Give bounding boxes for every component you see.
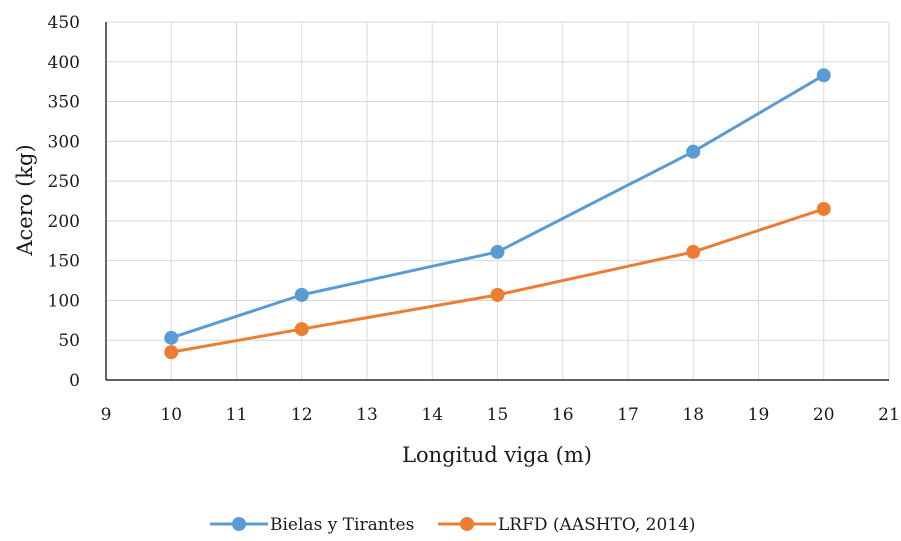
y-axis-title: Acero (kg) bbox=[13, 144, 37, 256]
series-1 bbox=[164, 68, 831, 345]
series-2 bbox=[164, 201, 831, 360]
legend-label-series-1: Bielas y Tirantes bbox=[270, 515, 414, 535]
x-tick-label: 20 bbox=[813, 405, 835, 425]
data-point bbox=[164, 330, 179, 345]
legend-item-series-1: Bielas y Tirantes bbox=[210, 515, 414, 535]
data-point bbox=[490, 287, 505, 302]
x-axis-title: Longitud viga (m) bbox=[402, 443, 592, 467]
data-point bbox=[816, 201, 831, 216]
legend-marker-series-1 bbox=[232, 517, 246, 531]
legend-label-series-2: LRFD (AASHTO, 2014) bbox=[498, 515, 696, 535]
y-tick-label: 100 bbox=[48, 291, 80, 311]
data-point bbox=[686, 144, 701, 159]
x-tick-label: 21 bbox=[878, 405, 900, 425]
data-point bbox=[294, 287, 309, 302]
y-tick-label: 450 bbox=[48, 13, 80, 33]
legend-item-series-2: LRFD (AASHTO, 2014) bbox=[438, 515, 696, 535]
x-tick-label: 10 bbox=[160, 405, 182, 425]
data-point bbox=[294, 322, 309, 337]
tick-labels: 0 50 100 150 200 250 300 350 400 450 9 10 11 12 13 14 15… bbox=[48, 13, 900, 425]
data-point bbox=[164, 345, 179, 360]
y-tick-label: 400 bbox=[48, 53, 80, 73]
data-point bbox=[490, 244, 505, 259]
x-tick-label: 16 bbox=[552, 405, 574, 425]
data-point bbox=[686, 244, 701, 259]
x-tick-label: 12 bbox=[291, 405, 313, 425]
y-tick-label: 50 bbox=[58, 331, 80, 351]
legend-marker-series-2 bbox=[460, 517, 474, 531]
y-tick-label: 150 bbox=[48, 252, 80, 272]
x-tick-label: 17 bbox=[617, 405, 639, 425]
y-tick-label: 250 bbox=[48, 172, 80, 192]
x-tick-label: 18 bbox=[682, 405, 704, 425]
y-tick-label: 350 bbox=[48, 93, 80, 113]
x-tick-label: 9 bbox=[101, 405, 112, 425]
data-point bbox=[816, 68, 831, 83]
y-tick-label: 0 bbox=[69, 371, 80, 391]
series bbox=[164, 68, 831, 360]
x-tick-label: 14 bbox=[421, 405, 443, 425]
grid bbox=[106, 21, 890, 380]
x-tick-label: 11 bbox=[226, 405, 248, 425]
y-tick-label: 200 bbox=[48, 212, 80, 232]
x-tick-label: 13 bbox=[356, 405, 378, 425]
x-tick-label: 15 bbox=[487, 405, 509, 425]
x-tick-label: 19 bbox=[748, 405, 770, 425]
axes bbox=[105, 22, 889, 381]
y-tick-label: 300 bbox=[48, 132, 80, 152]
legend: Bielas y Tirantes LRFD (AASHTO, 2014) bbox=[210, 515, 696, 535]
